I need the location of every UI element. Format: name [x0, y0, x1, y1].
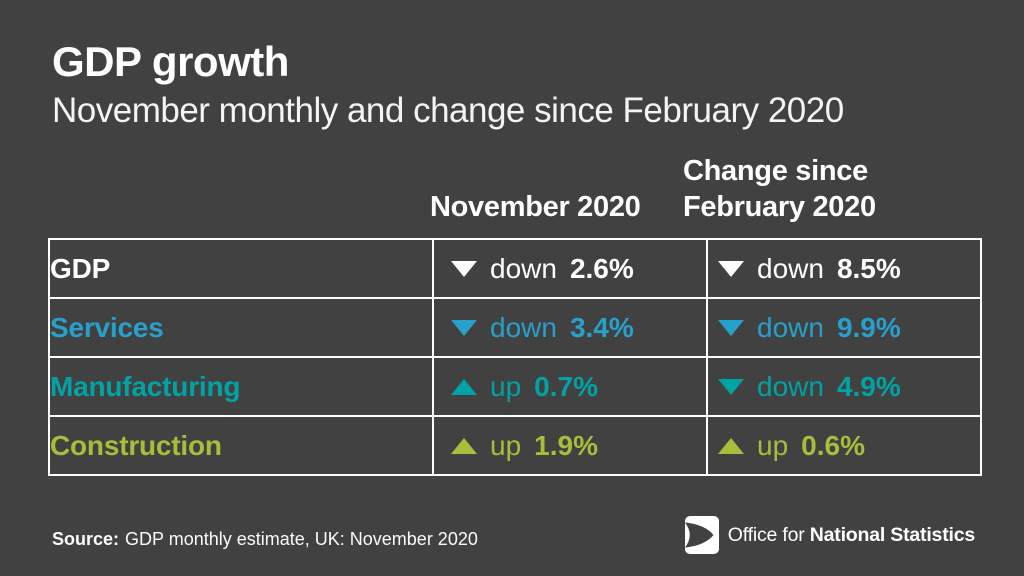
- trend-value: 8.5%: [836, 252, 901, 284]
- row-label-construction: Construction: [48, 415, 434, 476]
- trend-word: down: [757, 311, 824, 343]
- column-header-change-since-february: Change since February 2020: [683, 153, 876, 225]
- table-row-construction: Construction up 1.9% up 0.6%: [48, 415, 982, 476]
- source-text: GDP monthly estimate, UK: November 2020: [125, 529, 478, 549]
- cell-gdp-change: down 8.5%: [706, 238, 982, 299]
- table-row-services: Services down 3.4% down 9.9%: [48, 297, 982, 358]
- source-label: Source:: [52, 529, 120, 549]
- cell-services-november: down 3.4%: [432, 297, 708, 358]
- trend-value: 9.9%: [836, 311, 901, 343]
- trend-arrow-icon: [718, 319, 744, 336]
- cell-construction-november: up 1.9%: [432, 415, 708, 476]
- trend-value: 2.6%: [569, 252, 634, 284]
- column-header-change-line1: Change since: [683, 155, 868, 187]
- row-label-services: Services: [48, 297, 434, 358]
- ons-logo-text: Office for National Statistics: [728, 524, 975, 547]
- table-row-manufacturing: Manufacturing up 0.7% down 4.9%: [48, 356, 982, 417]
- table-row-gdp: GDP down 2.6% down 8.5%: [48, 238, 982, 299]
- trend-arrow-icon: [451, 437, 477, 454]
- page-title: GDP growth: [52, 38, 289, 85]
- trend-arrow-icon: [718, 437, 744, 454]
- cell-gdp-november: down 2.6%: [432, 238, 708, 299]
- trend-arrow-icon: [451, 260, 477, 277]
- trend-word: down: [490, 252, 557, 284]
- column-header-change-line2: February 2020: [683, 191, 876, 223]
- trend-arrow-icon: [451, 319, 477, 336]
- trend-arrow-icon: [451, 378, 477, 395]
- row-label-gdp: GDP: [48, 238, 434, 299]
- ons-logo-text-regular: Office for: [727, 523, 810, 546]
- trend-value: 0.7%: [534, 370, 598, 402]
- trend-word: down: [757, 370, 824, 402]
- trend-arrow-icon: [718, 260, 744, 277]
- column-header-november: November 2020: [430, 191, 641, 223]
- cell-manufacturing-change: down 4.9%: [706, 356, 982, 417]
- trend-word: up: [490, 370, 522, 402]
- trend-arrow-icon: [718, 378, 744, 395]
- ons-logo: Office for National Statistics: [684, 516, 975, 554]
- cell-construction-change: up 0.6%: [706, 415, 982, 476]
- trend-value: 4.9%: [836, 370, 901, 402]
- trend-word: down: [490, 311, 557, 343]
- ons-logo-text-bold: National Statistics: [809, 523, 975, 546]
- gdp-data-table: GDP down 2.6% down 8.5%: [48, 238, 982, 476]
- trend-word: up: [757, 429, 789, 461]
- cell-services-change: down 9.9%: [706, 297, 982, 358]
- trend-word: down: [757, 252, 824, 284]
- page-subtitle: November monthly and change since Februa…: [52, 91, 844, 130]
- trend-word: up: [490, 429, 522, 461]
- row-label-manufacturing: Manufacturing: [48, 356, 434, 417]
- cell-manufacturing-november: up 0.7%: [432, 356, 708, 417]
- trend-value: 1.9%: [534, 429, 598, 461]
- trend-value: 0.6%: [801, 429, 865, 461]
- ons-logo-icon: [684, 516, 719, 554]
- source-note: Source: GDP monthly estimate, UK: Novembe…: [52, 529, 478, 550]
- trend-value: 3.4%: [569, 311, 634, 343]
